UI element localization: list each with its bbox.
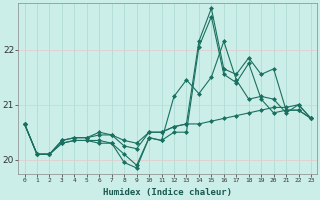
X-axis label: Humidex (Indice chaleur): Humidex (Indice chaleur)	[103, 188, 232, 197]
